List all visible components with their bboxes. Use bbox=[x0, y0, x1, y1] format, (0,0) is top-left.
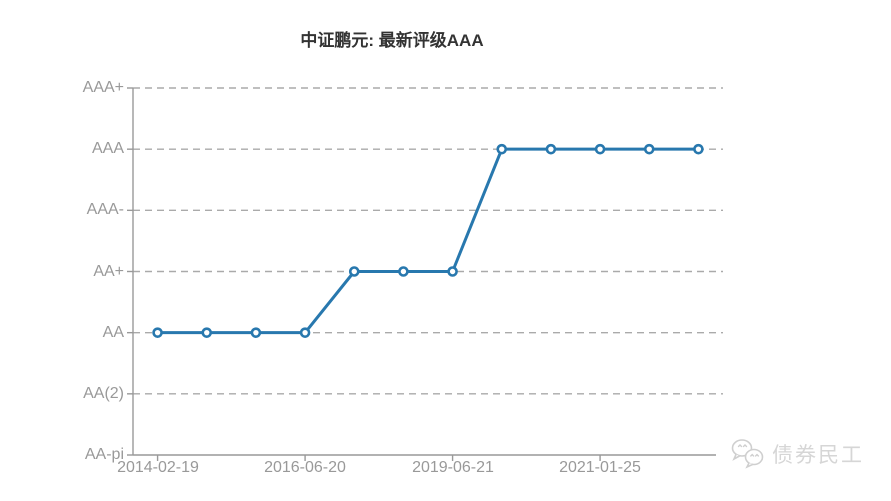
x-axis-label: 2021-01-25 bbox=[559, 459, 641, 476]
data-point[interactable] bbox=[398, 266, 409, 277]
data-point[interactable] bbox=[693, 143, 704, 155]
y-axis-label: AAA+ bbox=[82, 79, 124, 96]
data-point[interactable] bbox=[152, 327, 163, 338]
data-point[interactable] bbox=[447, 266, 458, 277]
data-point[interactable] bbox=[594, 143, 606, 155]
chart-title: 中证鹏元: 最新评级AAA bbox=[300, 31, 484, 50]
data-point[interactable] bbox=[643, 143, 655, 155]
data-point[interactable] bbox=[250, 327, 262, 338]
data-point[interactable] bbox=[201, 327, 213, 338]
y-axis-label: AA(2) bbox=[83, 385, 124, 402]
watermark-text: 债券民工 bbox=[772, 444, 864, 467]
data-point[interactable] bbox=[496, 143, 508, 155]
watermark: 债券民工 bbox=[730, 438, 864, 470]
x-axis-label: 2016-06-20 bbox=[264, 459, 346, 476]
y-axis-label: AAA- bbox=[86, 201, 124, 218]
y-axis-label: AA+ bbox=[93, 263, 124, 280]
x-axis-label: 2014-02-19 bbox=[117, 459, 199, 476]
data-point[interactable] bbox=[348, 266, 360, 277]
y-axis-label: AA bbox=[102, 324, 124, 341]
x-axis-label: 2019-06-21 bbox=[412, 459, 494, 476]
wechat-icon bbox=[731, 439, 764, 469]
data-point[interactable] bbox=[545, 143, 557, 155]
y-axis-label: AAA bbox=[91, 140, 124, 157]
data-point[interactable] bbox=[299, 327, 311, 338]
y-axis-label: AA-pi bbox=[84, 446, 124, 463]
